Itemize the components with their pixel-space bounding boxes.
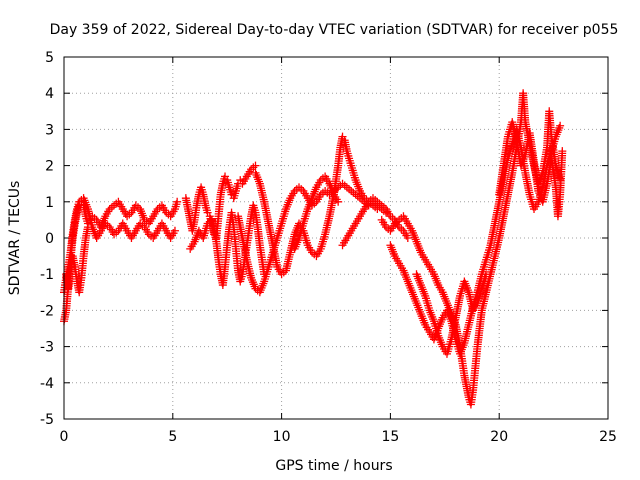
y-tick-label: -2 <box>40 303 54 319</box>
x-axis-label: GPS time / hours <box>275 458 392 474</box>
y-tick-label: 2 <box>45 159 54 175</box>
data-point-track-m <box>558 147 567 156</box>
plot-frame <box>63 56 609 420</box>
data-point-track-l <box>482 270 491 279</box>
y-tick-labels: -5 -4 -3 -2 -1 0 1 2 3 4 5 <box>40 50 54 428</box>
x-tick-label: 25 <box>599 429 617 445</box>
y-axis-label: SDTVAR / TECUs <box>7 181 23 296</box>
y-tick-label: -1 <box>40 267 54 283</box>
data-point-track-i <box>403 234 412 242</box>
y-tick-label: 3 <box>45 122 54 138</box>
data-point-track-h <box>334 197 343 206</box>
x-tick-label: 10 <box>273 429 291 445</box>
chart-title: Day 359 of 2022, Sidereal Day-to-day VTE… <box>50 22 619 38</box>
data-points <box>60 89 567 409</box>
y-tick-label: -5 <box>40 412 54 428</box>
data-point-track-g <box>373 205 382 214</box>
y-tick-label: -3 <box>40 340 54 356</box>
x-tick-label: 5 <box>168 429 177 445</box>
data-point-track-c <box>83 223 92 232</box>
x-tick-labels: 0 5 10 15 20 25 <box>60 429 617 445</box>
data-point-track-k <box>556 121 565 130</box>
y-tick-label: 0 <box>45 231 54 247</box>
y-tick-label: 5 <box>45 50 54 66</box>
data-point-track-d <box>251 161 260 170</box>
x-tick-label: 20 <box>490 429 508 445</box>
x-tick-label: 15 <box>381 429 399 445</box>
y-tick-label: 4 <box>45 86 54 102</box>
y-tick-label: -4 <box>40 376 54 392</box>
y-tick-label: 1 <box>45 195 54 211</box>
data-point-track-b <box>170 226 179 235</box>
data-point-track-a <box>173 197 182 206</box>
x-tick-label: 0 <box>60 429 69 445</box>
